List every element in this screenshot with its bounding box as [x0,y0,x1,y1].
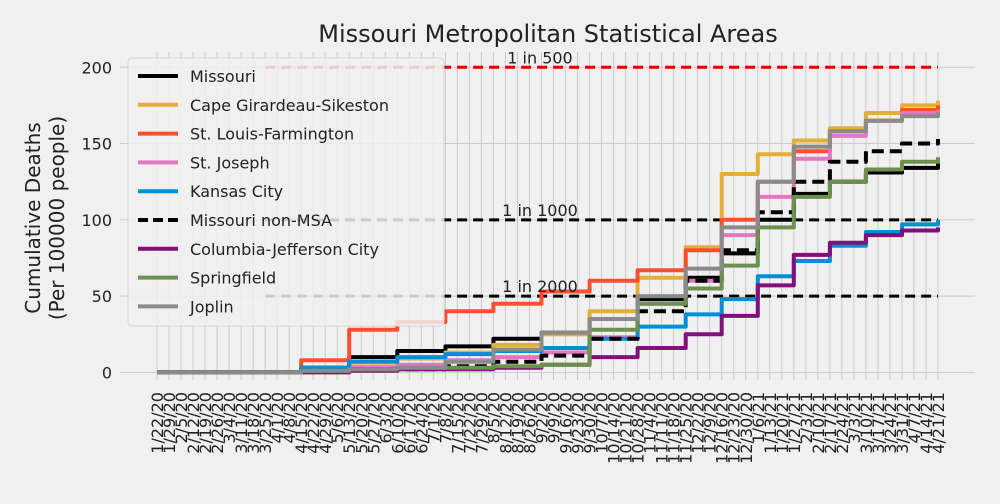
legend-label: St. Joseph [190,153,270,172]
series-line [157,111,940,375]
x-tick-label: 8/12/20 [496,392,515,454]
legend: Missouri Cape Girardeau-Sikeston St. Louis… [127,57,445,327]
x-tick-label: 1/20/21 [773,392,792,454]
axis-layer: 0501001502001/22/201/29/202/5/202/12/202… [81,58,948,464]
x-tick-label: 3/11/20 [232,392,251,454]
annotation-layer: 1 in 500 1 in 1000 1 in 2000 [502,48,578,296]
legend-label: Springfield [190,269,276,288]
x-tick-label: 8/19/20 [508,392,527,454]
x-tick-label: 8/26/20 [520,392,539,454]
x-tick-label: 3/18/20 [244,392,263,454]
x-tick-label: 1/6/21 [749,392,768,444]
y-tick-label: 50 [92,287,112,306]
x-tick-label: 2/3/21 [797,392,816,444]
legend-box [127,57,445,327]
x-tick-label: 3/17/21 [869,392,888,454]
x-tick-label: 9/16/20 [557,392,576,454]
y-tick-label: 150 [81,135,112,154]
x-tick-label: 12/23/20 [725,392,744,464]
legend-label: Cape Girardeau-Sikeston [190,96,389,115]
x-tick-label: 2/12/20 [184,392,203,454]
x-tick-label: 12/16/20 [713,392,732,464]
legend-label: Missouri non-MSA [190,211,332,230]
x-tick-label: 3/25/20 [256,392,275,454]
x-tick-label: 7/8/20 [436,392,455,444]
x-tick-label: 3/24/21 [881,392,900,454]
x-tick-label: 11/25/20 [677,392,696,464]
x-tick-label: 6/24/20 [412,392,431,454]
reference-line-label: 1 in 500 [507,48,572,67]
x-tick-label: 10/14/20 [605,392,624,464]
x-tick-label: 11/11/20 [653,392,672,464]
x-tick-label: 11/4/20 [641,392,660,454]
x-tick-label: 9/9/20 [545,392,564,444]
x-tick-label: 9/23/20 [569,392,588,454]
x-tick-label: 4/29/20 [316,392,335,454]
series-line [157,219,940,375]
x-tick-label: 5/13/20 [340,392,359,454]
x-tick-label: 3/3/21 [845,392,864,444]
legend-label: Kansas City [190,182,283,201]
x-tick-label: 9/2/20 [532,392,551,444]
x-tick-label: 1/27/21 [785,392,804,454]
y-tick-label: 200 [81,58,112,77]
x-tick-label: 9/30/20 [581,392,600,454]
x-tick-label: 6/17/20 [400,392,419,454]
series-layer [157,100,940,375]
x-tick-label: 12/30/20 [737,392,756,464]
x-tick-label: 4/21/21 [929,392,948,454]
legend-label: Joplin [189,297,234,316]
x-tick-label: 4/1/20 [268,392,287,444]
x-tick-label: 6/10/20 [388,392,407,454]
x-tick-label: 10/28/20 [629,392,648,464]
x-tick-label: 1/29/20 [160,392,179,454]
x-tick-label: 7/1/20 [424,392,443,444]
x-tick-label: 12/2/20 [689,392,708,454]
x-tick-label: 7/29/20 [472,392,491,454]
x-tick-label: 7/15/20 [448,392,467,454]
x-tick-label: 1/22/20 [148,392,167,454]
x-tick-label: 8/5/20 [484,392,503,444]
x-tick-label: 5/20/20 [352,392,371,454]
x-tick-label: 2/10/21 [809,392,828,454]
x-tick-label: 6/3/20 [376,392,395,444]
y-axis-label-line-1: Cumulative Deaths [21,122,45,313]
x-tick-label: 11/18/20 [665,392,684,464]
x-tick-label: 2/5/20 [172,392,191,444]
reference-line-label: 1 in 1000 [502,201,578,220]
legend-label: St. Louis-Farmington [190,125,354,144]
x-tick-label: 7/22/20 [460,392,479,454]
x-tick-label: 2/24/21 [833,392,852,454]
x-tick-label: 12/9/20 [701,392,720,454]
x-tick-label: 2/19/20 [196,392,215,454]
y-tick-label: 0 [102,363,112,382]
x-tick-label: 4/14/21 [917,392,936,454]
reference-line-label: 1 in 2000 [502,277,578,296]
chart-title: Missouri Metropolitan Statistical Areas [318,20,778,48]
x-tick-label: 5/27/20 [364,392,383,454]
legend-label: Missouri [190,67,256,86]
x-tick-label: 4/8/20 [280,392,299,444]
x-tick-label: 4/22/20 [304,392,323,454]
y-tick-label: 100 [81,211,112,230]
x-tick-label: 4/15/20 [292,392,311,454]
x-tick-label: 4/7/21 [905,392,924,444]
x-tick-label: 10/21/20 [617,392,636,464]
x-tick-label: 5/6/20 [328,392,347,444]
x-tick-label: 10/7/20 [593,392,612,454]
x-tick-label: 2/26/20 [208,392,227,454]
y-axis-label-line-2: (Per 100000 people) [45,116,69,320]
x-tick-label: 3/4/20 [220,392,239,444]
x-tick-label: 3/10/21 [857,392,876,454]
x-tick-label: 3/31/21 [893,392,912,454]
legend-label: Columbia-Jefferson City [190,240,379,259]
x-tick-label: 1/13/21 [761,392,780,454]
x-tick-label: 2/17/21 [821,392,840,454]
